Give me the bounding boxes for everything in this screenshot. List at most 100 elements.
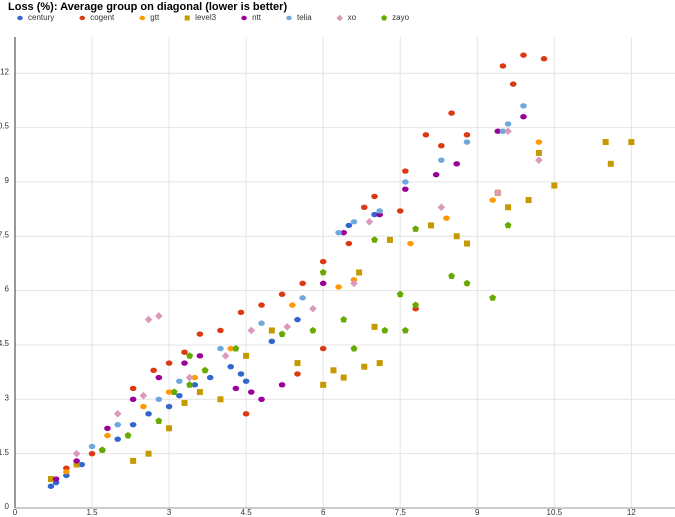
point: [494, 128, 502, 134]
point: [422, 132, 430, 138]
point: [150, 367, 157, 374]
point: [242, 378, 250, 384]
point: [340, 374, 347, 381]
point: [191, 382, 199, 388]
point: [371, 193, 378, 200]
point: [227, 345, 235, 352]
point: [365, 217, 374, 226]
point: [278, 330, 286, 337]
point: [129, 385, 137, 392]
point: [78, 461, 86, 468]
point: [283, 323, 292, 331]
point: [463, 240, 470, 247]
point: [113, 410, 122, 418]
point: [144, 315, 153, 324]
point: [140, 403, 147, 410]
point: [401, 326, 409, 334]
point: [237, 309, 245, 316]
y-tick-label: 0.5: [0, 122, 10, 131]
point: [217, 345, 224, 352]
point: [155, 417, 163, 424]
point: [448, 272, 455, 279]
point: [217, 396, 224, 403]
point: [319, 258, 327, 265]
point: [412, 225, 419, 232]
chart-title: Loss (%): Average group on diagonal (low…: [8, 1, 287, 13]
legend-marker: [79, 15, 86, 21]
point: [185, 373, 194, 382]
point: [499, 63, 507, 69]
point: [145, 411, 152, 417]
x-tick-label: 10.5: [547, 508, 563, 517]
point: [309, 326, 317, 334]
point: [73, 461, 80, 468]
point: [376, 208, 383, 214]
point: [88, 450, 96, 457]
point: [504, 127, 512, 135]
point: [299, 280, 306, 287]
point: [176, 392, 183, 399]
point: [104, 425, 111, 431]
y-tick-label: 4.5: [0, 339, 10, 348]
point: [196, 331, 204, 337]
y-tick-label: 6: [5, 285, 10, 294]
point: [525, 197, 532, 204]
point: [607, 160, 614, 167]
point: [165, 360, 173, 366]
point: [258, 320, 265, 326]
point: [402, 179, 409, 185]
point: [489, 294, 497, 301]
legend-label: gtt: [150, 13, 160, 22]
legend-label: zayo: [392, 13, 409, 22]
point: [499, 128, 507, 134]
x-tick-label: 6: [321, 508, 326, 517]
point: [319, 268, 327, 276]
point: [129, 396, 137, 403]
point: [191, 374, 199, 381]
point: [114, 421, 122, 428]
point: [104, 432, 111, 439]
point: [402, 168, 409, 174]
point: [428, 222, 435, 229]
point: [139, 391, 148, 400]
point: [165, 389, 173, 395]
point: [247, 326, 256, 335]
point: [319, 280, 327, 287]
point: [186, 352, 194, 359]
point: [432, 171, 440, 178]
legend-marker: [241, 15, 247, 21]
point: [73, 458, 80, 464]
point: [376, 360, 383, 367]
point: [438, 157, 445, 163]
legend-label: century: [28, 13, 54, 22]
point: [350, 345, 358, 352]
point: [165, 403, 173, 410]
point: [98, 446, 106, 453]
point: [371, 236, 378, 243]
point: [232, 385, 240, 392]
point: [129, 421, 137, 428]
point: [350, 279, 358, 288]
point: [309, 304, 317, 313]
point: [381, 326, 389, 334]
point: [345, 240, 353, 247]
point: [386, 236, 393, 243]
point: [320, 381, 327, 388]
point: [52, 476, 60, 482]
point: [170, 388, 178, 395]
point: [206, 374, 214, 381]
legend-label: level3: [195, 13, 216, 22]
point: [520, 114, 527, 120]
point: [509, 81, 517, 87]
y-tick-label: 0: [5, 502, 10, 511]
point: [88, 443, 96, 450]
point: [504, 121, 512, 127]
point: [217, 327, 224, 334]
point: [463, 132, 471, 138]
point: [551, 182, 558, 189]
point: [520, 52, 527, 58]
point: [443, 215, 450, 221]
point: [350, 219, 358, 225]
point: [247, 389, 255, 395]
point: [448, 110, 455, 116]
